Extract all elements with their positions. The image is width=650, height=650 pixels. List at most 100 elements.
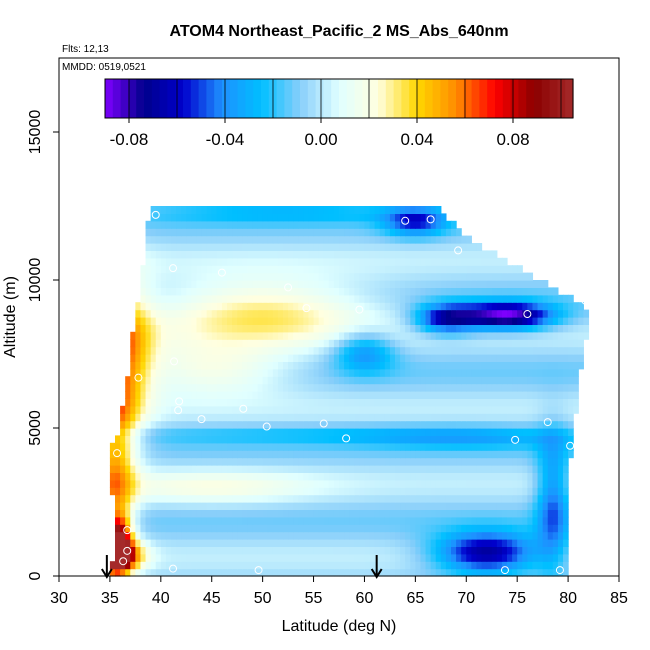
heatmap-cell [237, 479, 243, 488]
heatmap-cell [150, 524, 157, 533]
heatmap-cell [471, 272, 478, 281]
heatmap-cell [537, 546, 544, 555]
heatmap-cell [461, 413, 467, 422]
heatmap-cell [176, 339, 182, 348]
heatmap-cell [471, 287, 478, 296]
heatmap-cell [563, 376, 569, 385]
heatmap-cell [466, 561, 472, 570]
heatmap-cell [547, 309, 554, 318]
heatmap-cell [267, 502, 274, 510]
heatmap-cell [288, 287, 294, 296]
heatmap-cell [303, 331, 310, 340]
colorbar-tick-label: -0.08 [110, 130, 149, 149]
heatmap-cell [303, 450, 310, 459]
colorbar-swatch [518, 79, 527, 118]
heatmap-cell [262, 213, 269, 222]
heatmap-cell [456, 235, 462, 244]
heatmap-cell [272, 420, 279, 429]
heatmap-cell [298, 524, 304, 533]
heatmap-cell [369, 428, 376, 436]
heatmap-cell [415, 213, 422, 222]
heatmap-cell [451, 280, 457, 288]
heatmap-cell [333, 546, 340, 555]
heatmap-cell [181, 250, 187, 259]
heatmap-cell [384, 405, 391, 414]
heatmap-cell [471, 561, 478, 570]
heatmap-cell [430, 524, 437, 533]
heatmap-cell [283, 465, 289, 473]
heatmap-cell [461, 465, 467, 473]
heatmap-cell [440, 391, 447, 399]
heatmap-cell [339, 531, 345, 540]
heatmap-cell [227, 265, 233, 274]
heatmap-cell [517, 428, 523, 436]
heatmap-cell [374, 435, 381, 444]
heatmap-cell [501, 272, 508, 281]
y-tick-label: 15000 [27, 110, 44, 155]
heatmap-cell [379, 531, 386, 540]
heatmap-cell [155, 398, 162, 407]
heatmap-cell [145, 479, 152, 488]
heatmap-cell [211, 561, 218, 570]
heatmap-cell [216, 568, 223, 577]
heatmap-cell [527, 346, 534, 355]
heatmap-cell [435, 539, 442, 547]
heatmap-cell [425, 494, 432, 503]
heatmap-cell [293, 442, 299, 451]
heatmap-cell [328, 568, 335, 577]
heatmap-cell [400, 317, 406, 325]
heatmap-cell [445, 413, 452, 422]
heatmap-cell [171, 457, 177, 466]
heatmap-cell [227, 546, 233, 555]
heatmap-cell [216, 391, 223, 399]
heatmap-cell [313, 524, 320, 533]
heatmap-cell [542, 546, 549, 555]
heatmap-cell [288, 272, 294, 281]
heatmap-cell [318, 524, 325, 533]
heatmap-cell [145, 339, 152, 348]
heatmap-cell [476, 287, 483, 296]
heatmap-cell [237, 413, 243, 422]
heatmap-cell [369, 368, 376, 377]
heatmap-cell [145, 502, 152, 510]
heatmap-cell [527, 317, 534, 325]
heatmap-cell [491, 368, 498, 377]
sample-point [426, 215, 435, 224]
heatmap-cell [451, 368, 457, 377]
heatmap-cell [181, 398, 187, 407]
heatmap-cell [160, 280, 167, 288]
heatmap-cell [573, 376, 579, 385]
heatmap-cell [384, 287, 391, 296]
colorbar-swatch [292, 79, 301, 118]
heatmap-cell [313, 561, 320, 570]
heatmap-cell [288, 487, 294, 496]
heatmap-cell [318, 280, 325, 288]
heatmap-cell [501, 450, 508, 459]
heatmap-cell [181, 568, 187, 577]
heatmap-cell [298, 391, 304, 399]
heatmap-cell [318, 516, 325, 525]
heatmap-cell [466, 546, 472, 555]
heatmap-cell [277, 487, 284, 496]
heatmap-cell [252, 250, 259, 259]
heatmap-cell [186, 376, 192, 385]
heatmap-cell [262, 243, 269, 251]
heatmap-cell [196, 265, 203, 274]
heatmap-cell [552, 376, 559, 385]
heatmap-cell [445, 435, 452, 444]
heatmap-cell [288, 354, 294, 362]
heatmap-cell [155, 568, 162, 577]
heatmap-cell [379, 494, 386, 503]
heatmap-cell [216, 516, 223, 525]
heatmap-cell [491, 324, 498, 333]
colorbar-swatch [214, 79, 223, 118]
heatmap-cell [206, 420, 213, 429]
heatmap-cell [522, 294, 528, 303]
heatmap-cell [491, 509, 498, 518]
heatmap-cell [445, 546, 452, 555]
heatmap-cell [272, 317, 279, 325]
heatmap-cell [491, 479, 498, 488]
heatmap-cell [145, 516, 152, 525]
heatmap-cell [206, 287, 213, 296]
heatmap-cell [181, 368, 187, 377]
